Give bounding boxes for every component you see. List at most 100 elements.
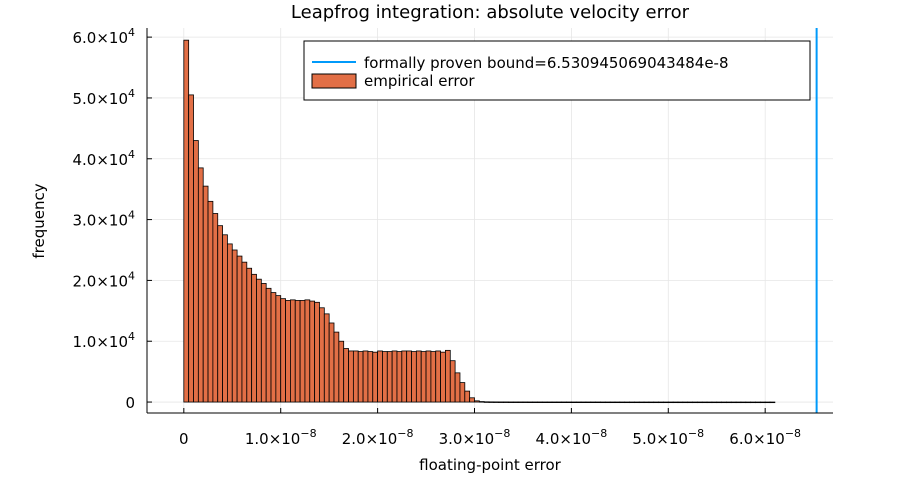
histogram-bar-70 bbox=[522, 401, 529, 403]
histogram-bar-49 bbox=[420, 351, 427, 403]
histogram-bar-60 bbox=[474, 400, 480, 403]
histogram-bar-95 bbox=[643, 401, 650, 404]
histogram-bar-45 bbox=[401, 350, 408, 403]
histogram-bar-82 bbox=[580, 401, 587, 404]
histogram-bar-92 bbox=[629, 401, 635, 404]
histogram-bar-30 bbox=[328, 322, 335, 403]
histogram-bar-16 bbox=[260, 283, 267, 403]
histogram-bar-63 bbox=[488, 401, 495, 403]
histogram-bar-35 bbox=[352, 350, 359, 403]
histogram-bar-79 bbox=[566, 401, 572, 403]
histogram-bar-110 bbox=[716, 401, 722, 404]
histogram-bar-87 bbox=[604, 401, 611, 404]
histogram-bar-116 bbox=[745, 401, 752, 404]
histogram-bar-101 bbox=[672, 401, 679, 404]
histogram-bar-52 bbox=[435, 350, 441, 403]
histogram-bar-46 bbox=[406, 350, 412, 403]
histogram-bar-100 bbox=[667, 401, 674, 404]
histogram-bar-48 bbox=[415, 350, 422, 403]
histogram-bar-56 bbox=[454, 372, 461, 403]
histogram-bar-107 bbox=[701, 401, 708, 404]
histogram-bar-64 bbox=[493, 401, 500, 403]
y-tick-label-6: 6.0×104 bbox=[72, 26, 135, 47]
histogram-bar-106 bbox=[696, 401, 703, 404]
histogram-bar-102 bbox=[677, 401, 684, 404]
histogram-bar-55 bbox=[449, 360, 456, 403]
histogram-bar-109 bbox=[711, 401, 718, 404]
x-tick-label-6: 6.0×10−8 bbox=[729, 427, 801, 448]
histogram-bar-18 bbox=[270, 292, 277, 403]
histogram-bar-24 bbox=[299, 300, 306, 403]
histogram-bar-99 bbox=[663, 401, 669, 404]
histogram-bar-111 bbox=[721, 401, 727, 404]
histogram-bar-103 bbox=[682, 401, 689, 404]
y-tick-label-4: 4.0×104 bbox=[72, 148, 135, 169]
histogram-bar-81 bbox=[575, 401, 582, 404]
histogram-bar-93 bbox=[633, 401, 640, 404]
histogram-bar-42 bbox=[386, 351, 393, 403]
histogram-bar-40 bbox=[377, 350, 383, 403]
histogram-bar-14 bbox=[251, 273, 257, 403]
histogram-bar-22 bbox=[290, 299, 296, 403]
histogram-bar-36 bbox=[357, 351, 364, 403]
histogram-bar-96 bbox=[648, 401, 655, 404]
x-tick-label-2: 2.0×10−8 bbox=[342, 427, 414, 448]
histogram-bar-73 bbox=[537, 401, 543, 403]
histogram-bar-80 bbox=[570, 401, 577, 404]
y-axis-label: frequency bbox=[30, 183, 48, 258]
x-axis-label: floating-point error bbox=[419, 456, 561, 474]
histogram-bar-121 bbox=[769, 401, 776, 404]
histogram-bar-8 bbox=[222, 234, 228, 403]
histogram-bar-6 bbox=[212, 213, 219, 403]
x-tick-label-4: 4.0×10−8 bbox=[536, 427, 608, 448]
histogram-bar-54 bbox=[445, 349, 451, 403]
histogram-bar-10 bbox=[231, 249, 238, 403]
legend: formally proven bound=6.530945069043484e… bbox=[303, 40, 811, 101]
histogram-bar-120 bbox=[764, 401, 771, 404]
histogram-bar-25 bbox=[304, 299, 311, 403]
histogram-bar-37 bbox=[362, 350, 369, 403]
histogram-bar-27 bbox=[314, 301, 320, 403]
histogram-bar-77 bbox=[556, 401, 563, 403]
legend-empirical-label: empirical error bbox=[364, 72, 475, 90]
histogram-bar-13 bbox=[246, 267, 253, 403]
histogram-bar-34 bbox=[348, 350, 354, 403]
y-tick-label-0: 0 bbox=[125, 394, 135, 412]
histogram-bar-118 bbox=[755, 401, 761, 404]
histogram-bar-117 bbox=[750, 401, 756, 404]
histogram-bar-84 bbox=[590, 401, 597, 404]
histogram-bar-108 bbox=[706, 401, 713, 404]
histogram-bar-75 bbox=[546, 401, 553, 403]
chart-title: Leapfrog integration: absolute velocity … bbox=[291, 2, 690, 23]
y-tick-label-1: 1.0×104 bbox=[72, 330, 135, 351]
histogram-bar-44 bbox=[396, 351, 403, 403]
histogram-bar-15 bbox=[256, 278, 262, 403]
histogram-bar-32 bbox=[338, 340, 345, 403]
histogram-bar-31 bbox=[333, 331, 340, 403]
x-tick-label-3: 3.0×10−8 bbox=[439, 427, 511, 448]
histogram-bar-98 bbox=[658, 401, 664, 404]
histogram-bar-50 bbox=[425, 350, 432, 403]
histogram-bar-57 bbox=[459, 382, 466, 403]
histogram-bar-29 bbox=[323, 313, 330, 403]
histogram-bar-7 bbox=[217, 225, 223, 403]
x-tick-label-0: 0 bbox=[179, 430, 189, 448]
histogram-bar-58 bbox=[464, 390, 471, 403]
histogram-bar-33 bbox=[343, 348, 349, 403]
histogram-bar-4 bbox=[202, 185, 209, 403]
y-tick-label-3: 3.0×104 bbox=[72, 209, 135, 230]
histogram-bar-61 bbox=[478, 401, 485, 403]
histogram-bar-83 bbox=[585, 401, 592, 404]
histogram-bar-68 bbox=[512, 401, 519, 403]
histogram-bar-53 bbox=[440, 351, 446, 403]
y-tick-labels: 0 1.0×104 2.0×104 3.0×104 4.0×104 5.0×104 6.0×… bbox=[72, 26, 152, 412]
legend-empirical-swatch bbox=[311, 73, 357, 89]
histogram-bar-86 bbox=[600, 401, 606, 404]
histogram-bar-91 bbox=[624, 401, 630, 404]
histogram-bar-85 bbox=[595, 401, 601, 404]
histogram-bar-115 bbox=[740, 401, 747, 404]
histogram-bar-69 bbox=[517, 401, 524, 403]
histogram-bar-38 bbox=[367, 351, 374, 403]
histogram-bar-112 bbox=[726, 401, 732, 404]
